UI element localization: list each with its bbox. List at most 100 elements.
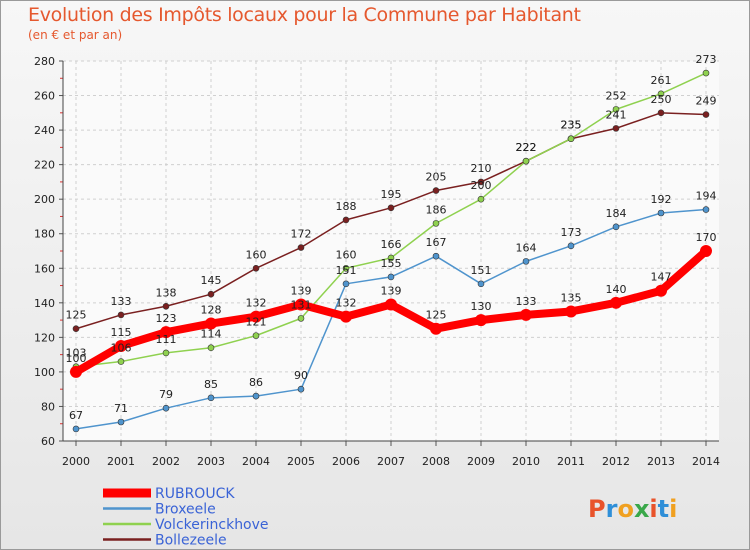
data-point-broxeele bbox=[387, 273, 395, 281]
y-tick-label: 80 bbox=[41, 400, 55, 413]
legend-label-bollezeele: Bollezeele bbox=[155, 533, 227, 549]
plot-area bbox=[63, 61, 719, 441]
data-label-broxeele: 155 bbox=[381, 257, 402, 270]
data-label-volckerinckhove: 235 bbox=[561, 119, 582, 132]
data-label-bollezeele: 172 bbox=[291, 228, 312, 241]
data-label-bollezeele: 205 bbox=[426, 171, 447, 184]
data-label-volckerinckhove: 200 bbox=[471, 179, 492, 192]
y-tick-label: 260 bbox=[34, 90, 55, 103]
data-point-volckerinckhove bbox=[387, 254, 395, 262]
data-point-bollezeele bbox=[117, 311, 125, 319]
data-label-rubrouck: 140 bbox=[606, 283, 627, 296]
data-label-volckerinckhove: 103 bbox=[66, 347, 87, 360]
data-label-volckerinckhove: 131 bbox=[291, 298, 312, 311]
data-point-volckerinckhove bbox=[117, 358, 125, 365]
data-label-rubrouck: 139 bbox=[291, 285, 312, 298]
data-point-broxeele bbox=[612, 223, 620, 231]
data-label-volckerinckhove: 111 bbox=[156, 333, 177, 346]
data-label-rubrouck: 123 bbox=[156, 312, 177, 325]
y-tick-label: 160 bbox=[34, 262, 55, 275]
data-point-bollezeele bbox=[612, 125, 620, 132]
y-tick-label: 180 bbox=[34, 228, 55, 241]
data-label-volckerinckhove: 186 bbox=[426, 203, 447, 216]
data-label-broxeele: 86 bbox=[249, 376, 263, 389]
data-label-broxeele: 184 bbox=[606, 207, 627, 220]
x-tick-label: 2000 bbox=[62, 455, 90, 468]
data-label-bollezeele: 195 bbox=[381, 188, 402, 201]
data-point-volckerinckhove bbox=[477, 195, 485, 203]
data-label-bollezeele: 235 bbox=[561, 119, 582, 132]
data-label-rubrouck: 139 bbox=[381, 285, 402, 298]
data-point-broxeele bbox=[432, 252, 440, 260]
data-point-broxeele bbox=[117, 418, 125, 426]
x-tick-label: 2003 bbox=[197, 455, 225, 468]
data-point-volckerinckhove bbox=[657, 90, 665, 98]
data-point-rubrouck bbox=[70, 365, 82, 378]
data-point-rubrouck bbox=[565, 305, 577, 318]
data-point-rubrouck bbox=[160, 326, 172, 339]
data-label-bollezeele: 250 bbox=[651, 93, 672, 106]
data-point-broxeele bbox=[477, 280, 485, 288]
data-label-bollezeele: 249 bbox=[696, 95, 717, 108]
legend-label-broxeele: Broxeele bbox=[155, 502, 216, 518]
x-tick-label: 2006 bbox=[332, 455, 360, 468]
data-point-broxeele bbox=[657, 209, 665, 217]
x-tick-label: 2001 bbox=[107, 455, 135, 468]
data-label-bollezeele: 138 bbox=[156, 286, 177, 299]
data-label-bollezeele: 188 bbox=[336, 200, 357, 213]
data-label-volckerinckhove: 252 bbox=[606, 89, 627, 102]
data-label-rubrouck: 115 bbox=[111, 326, 132, 339]
y-tick-label: 60 bbox=[41, 435, 55, 448]
data-point-volckerinckhove bbox=[207, 344, 215, 352]
data-label-rubrouck: 135 bbox=[561, 291, 582, 304]
data-point-rubrouck bbox=[295, 298, 307, 311]
data-label-broxeele: 79 bbox=[159, 388, 173, 401]
data-point-bollezeele bbox=[702, 111, 710, 118]
data-point-bollezeele bbox=[657, 109, 665, 117]
x-tick-label: 2010 bbox=[512, 455, 540, 468]
x-tick-label: 2012 bbox=[602, 455, 630, 468]
data-label-bollezeele: 125 bbox=[66, 309, 87, 322]
data-point-broxeele bbox=[72, 425, 80, 433]
data-label-volckerinckhove: 121 bbox=[246, 316, 267, 329]
data-point-bollezeele bbox=[432, 187, 440, 194]
data-label-broxeele: 71 bbox=[114, 402, 128, 415]
data-point-bollezeele bbox=[252, 264, 260, 272]
legend-label-volckerinckhove: Volckerinckhove bbox=[155, 517, 269, 533]
data-label-broxeele: 90 bbox=[294, 369, 308, 382]
data-label-rubrouck: 170 bbox=[696, 231, 717, 244]
data-point-bollezeele bbox=[387, 204, 395, 212]
data-point-volckerinckhove bbox=[702, 69, 710, 77]
data-point-volckerinckhove bbox=[297, 315, 305, 322]
data-label-bollezeele: 222 bbox=[516, 141, 537, 154]
data-label-volckerinckhove: 114 bbox=[201, 328, 222, 341]
data-point-volckerinckhove bbox=[567, 135, 575, 143]
data-label-broxeele: 173 bbox=[561, 226, 582, 239]
data-point-rubrouck bbox=[520, 308, 532, 321]
data-label-bollezeele: 160 bbox=[246, 248, 267, 261]
data-point-rubrouck bbox=[430, 322, 442, 335]
data-label-rubrouck: 132 bbox=[336, 297, 357, 310]
data-label-rubrouck: 130 bbox=[471, 300, 492, 313]
data-label-rubrouck: 100 bbox=[66, 352, 87, 365]
data-label-broxeele: 164 bbox=[516, 241, 537, 254]
data-point-rubrouck bbox=[610, 296, 622, 309]
data-point-rubrouck bbox=[115, 340, 127, 352]
data-point-rubrouck bbox=[205, 317, 217, 330]
data-point-bollezeele bbox=[162, 302, 170, 310]
data-point-bollezeele bbox=[297, 244, 305, 251]
data-label-bollezeele: 145 bbox=[201, 274, 222, 287]
data-point-bollezeele bbox=[342, 216, 350, 224]
data-label-broxeele: 151 bbox=[471, 264, 492, 277]
data-label-rubrouck: 132 bbox=[246, 297, 267, 310]
data-point-volckerinckhove bbox=[432, 220, 440, 227]
data-point-volckerinckhove bbox=[252, 332, 260, 339]
data-label-broxeele: 192 bbox=[651, 193, 672, 206]
x-tick-label: 2002 bbox=[152, 455, 180, 468]
data-label-bollezeele: 241 bbox=[606, 108, 627, 121]
data-point-broxeele bbox=[702, 206, 710, 213]
data-point-rubrouck bbox=[340, 310, 352, 323]
x-tick-label: 2013 bbox=[647, 455, 675, 468]
data-point-rubrouck bbox=[700, 245, 712, 257]
